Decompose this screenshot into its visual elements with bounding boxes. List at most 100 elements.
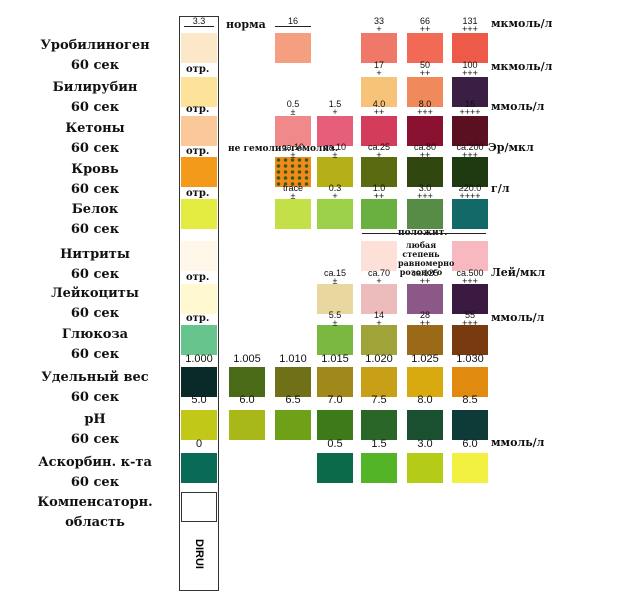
bld-val-2: ca.25 [367, 142, 391, 152]
unit-glu: ммоль/л [491, 311, 545, 324]
swatch-nit-strip [181, 241, 217, 271]
ph-val-5: 8.0 [417, 394, 433, 406]
swatch-prt-4 [452, 199, 488, 229]
leu-sym-0: ± [332, 276, 338, 286]
sg-val-3: 1.015 [321, 353, 349, 365]
bld-val-4: ca.200 [456, 142, 484, 152]
bil-val-17: 17 [373, 60, 384, 70]
row-label-sg: Удельный вес 60 сек [30, 370, 160, 406]
prt-val-3: 3.0 [418, 183, 432, 193]
swatch-sg-3 [317, 367, 353, 397]
ket-val-4: 16 [464, 99, 475, 109]
bld-sym-2: + [376, 150, 382, 160]
otr-bld: отр. [186, 146, 210, 157]
glu-val-0: 5.5 [328, 310, 342, 320]
ket-val-1: 1.5 [328, 99, 342, 109]
swatch-glu-2 [407, 325, 443, 355]
prt-val-2: 1.0 [372, 183, 386, 193]
swatch-ph-2 [275, 410, 311, 440]
row-label-ph: pH 60 сек [30, 412, 160, 448]
swatch-sg-5 [407, 367, 443, 397]
swatch-asc-4 [452, 453, 488, 483]
row-label-blood: Кровь 60 сек [30, 162, 160, 198]
otr-ket: отр. [186, 104, 210, 115]
row-label-time: 60 сек [70, 182, 120, 197]
row-label-time: 60 сек [70, 100, 120, 115]
swatch-ket-16 [452, 116, 488, 146]
swatch-uro-strip [181, 33, 217, 63]
leu-val-2: ca.125 [411, 268, 439, 278]
ne-gemoliz-label: не гемолиз. [228, 144, 291, 154]
swatch-ph-3 [317, 410, 353, 440]
gemoliz-label: гемолиз. [291, 144, 338, 154]
ph-val-1: 6.0 [239, 394, 255, 406]
swatch-ph-1 [229, 410, 265, 440]
ph-val-3: 7.0 [327, 394, 343, 406]
row-label-protein: Белок 60 сек [30, 202, 160, 238]
leu-val-3: ca.500 [456, 268, 484, 278]
asc-val-0: 0 [195, 438, 203, 450]
prt-sym-4: ++++ [459, 191, 481, 201]
row-label-name: Белок [71, 202, 119, 217]
swatch-bld-strip [181, 157, 217, 187]
glu-sym-3: +++ [462, 318, 478, 328]
lyubaya-label: любая степень равномерно розового [398, 240, 455, 277]
unit-uro: мкмоль/л [491, 17, 553, 30]
leu-sym-2: ++ [419, 276, 431, 286]
prt-sym-1: + [332, 191, 338, 201]
bld-sym-1: ± [332, 150, 338, 160]
row-label-name: Глюкоза [61, 327, 129, 342]
prt-sym-0: ± [290, 191, 296, 201]
swatch-ph-6 [452, 410, 488, 440]
row-label-name: Билирубин [52, 80, 138, 95]
row-label-comp: Компенсаторн. область [30, 495, 160, 531]
glu-sym-1: + [376, 318, 382, 328]
swatch-sg-2 [275, 367, 311, 397]
ph-val-0: 5.0 [191, 394, 207, 406]
ket-sym-3: +++ [417, 107, 433, 117]
swatch-uro-16 [275, 33, 311, 63]
ph-val-2: 6.5 [285, 394, 301, 406]
sg-val-2: 1.010 [279, 353, 307, 365]
swatch-prt-0 [275, 199, 311, 229]
row-label-time: 60 сек [70, 306, 120, 321]
leu-val-1: ca.70 [367, 268, 391, 278]
glu-sym-0: ± [332, 318, 338, 328]
sg-val-4: 1.020 [365, 353, 393, 365]
otr-prt: отр. [186, 188, 210, 199]
swatch-leu-1 [361, 284, 397, 314]
row-label-name: Уробилиноген [40, 38, 150, 53]
row-label-time: 60 сек [70, 58, 120, 73]
row-label-name: Кетоны [65, 121, 125, 136]
ket-val-3: 8.0 [418, 99, 432, 109]
bld-val-0: ca.10 [281, 142, 305, 152]
swatch-prt-3 [407, 199, 443, 229]
ket-sym-2: ++ [373, 107, 385, 117]
row-label-name: Компенсаторн. [37, 495, 153, 510]
uro-sym-1: ++ [419, 24, 431, 34]
swatch-leu-3 [452, 284, 488, 314]
bil-sym-1: ++ [419, 68, 431, 78]
bld-val-3: ca.80 [413, 142, 437, 152]
leu-sym-3: +++ [462, 276, 478, 286]
prt-sym-3: +++ [417, 191, 433, 201]
glu-val-3: 55 [464, 310, 475, 320]
ph-val-6: 8.5 [462, 394, 478, 406]
row-label-time: 60 сек [70, 390, 120, 405]
swatch-asc-0 [181, 453, 217, 483]
swatch-sg-0 [181, 367, 217, 397]
uro-line [275, 26, 311, 27]
swatch-bil-strip [181, 77, 217, 107]
row-label-name: Удельный вес [41, 370, 149, 385]
strip-value-label: 3.3 [192, 16, 206, 26]
uro-val-131: 131 [462, 16, 478, 26]
swatch-prt-2 [361, 199, 397, 229]
swatch-ket-0.5 [275, 116, 311, 146]
sg-val-6: 1.030 [456, 353, 484, 365]
bld-sym-0: ± [290, 150, 296, 160]
uro-sym-0: + [376, 24, 382, 34]
uro-val-16: 16 [287, 16, 298, 26]
swatch-ket-4.0 [361, 116, 397, 146]
asc-val-4: 6.0 [462, 438, 478, 450]
row-label-name: Аскорбин. к-та [38, 455, 152, 470]
